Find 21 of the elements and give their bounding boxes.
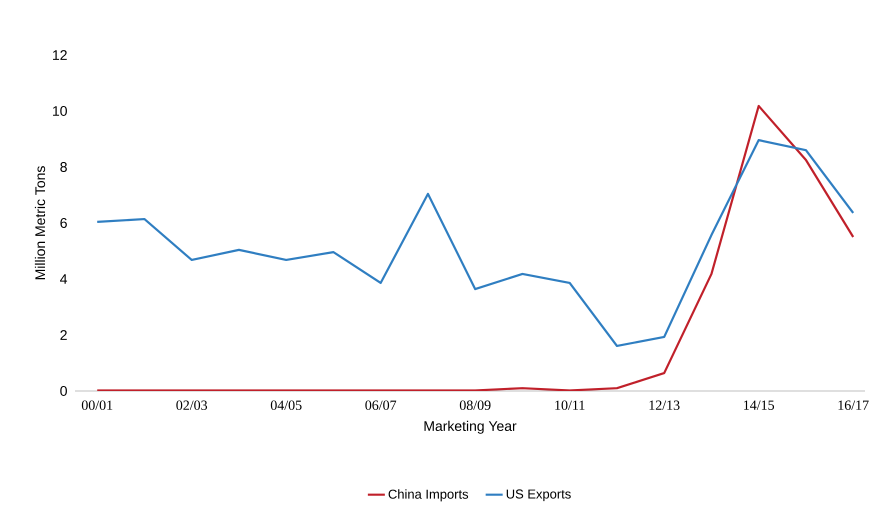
y-tick-label: 8 bbox=[60, 162, 67, 172]
y-tick-label: 0 bbox=[60, 386, 67, 396]
legend-label: US Exports bbox=[506, 489, 571, 502]
x-tick-label: 12/13 bbox=[650, 400, 680, 410]
x-axis-title: Marketing Year bbox=[424, 420, 516, 434]
x-tick-label: 08/09 bbox=[460, 400, 491, 410]
x-tick-label: 00/01 bbox=[82, 400, 112, 410]
y-tick-label: 12 bbox=[53, 50, 67, 60]
x-tick-label: 02/03 bbox=[176, 400, 208, 410]
y-tick-label: 6 bbox=[60, 218, 67, 228]
x-tick-label: 06/07 bbox=[365, 400, 396, 410]
y-tick-label: 10 bbox=[53, 106, 67, 116]
line-series bbox=[96, 139, 854, 348]
x-tick-label: 16/17 bbox=[838, 400, 869, 410]
x-tick-label: 14/15 bbox=[744, 400, 774, 410]
legend-label: China Imports bbox=[388, 489, 468, 502]
x-tick-label: 04/05 bbox=[270, 400, 302, 410]
y-tick-label: 2 bbox=[60, 330, 67, 340]
y-axis-title: Million Metric Tons bbox=[34, 166, 46, 280]
y-tick-label: 4 bbox=[60, 274, 68, 284]
x-tick-label: 10/11 bbox=[555, 400, 584, 410]
